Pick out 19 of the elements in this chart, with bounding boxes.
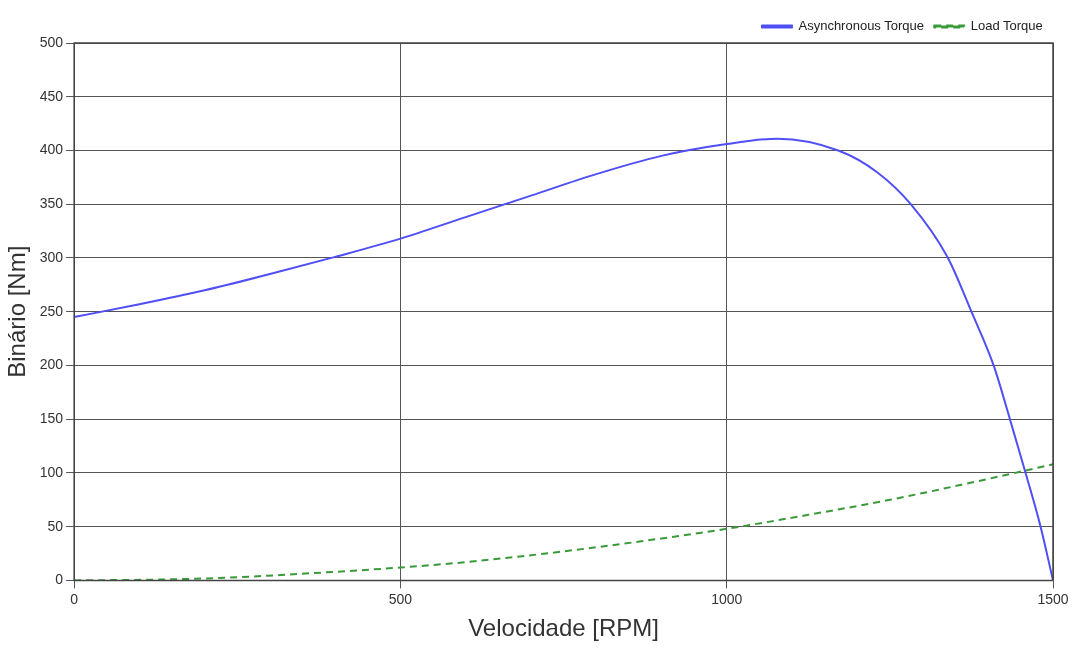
y-tick-label: 500: [39, 33, 64, 50]
x-tick-label: 1500: [1037, 590, 1069, 607]
x-tick-label: 1000: [711, 590, 743, 607]
legend-label: Load Torque: [970, 18, 1043, 34]
y-axis-title: Binário [Nm]: [3, 245, 31, 378]
x-axis-title: Velocidade [RPM]: [468, 614, 659, 642]
y-tick-label: 250: [39, 302, 64, 319]
y-tick-label: 350: [39, 195, 64, 212]
y-tick-label: 100: [39, 463, 64, 480]
y-tick-label: 150: [39, 410, 64, 427]
y-tick-label: 0: [55, 571, 64, 588]
y-tick-label: 50: [47, 517, 64, 534]
x-tick-label: 500: [388, 590, 413, 607]
legend-label: Asynchronous Torque: [798, 18, 924, 34]
y-tick-label: 300: [39, 248, 64, 265]
y-tick-label: 400: [39, 141, 64, 158]
y-tick-label: 200: [39, 356, 64, 373]
y-tick-label: 450: [39, 87, 64, 104]
x-tick-label: 0: [70, 590, 79, 607]
